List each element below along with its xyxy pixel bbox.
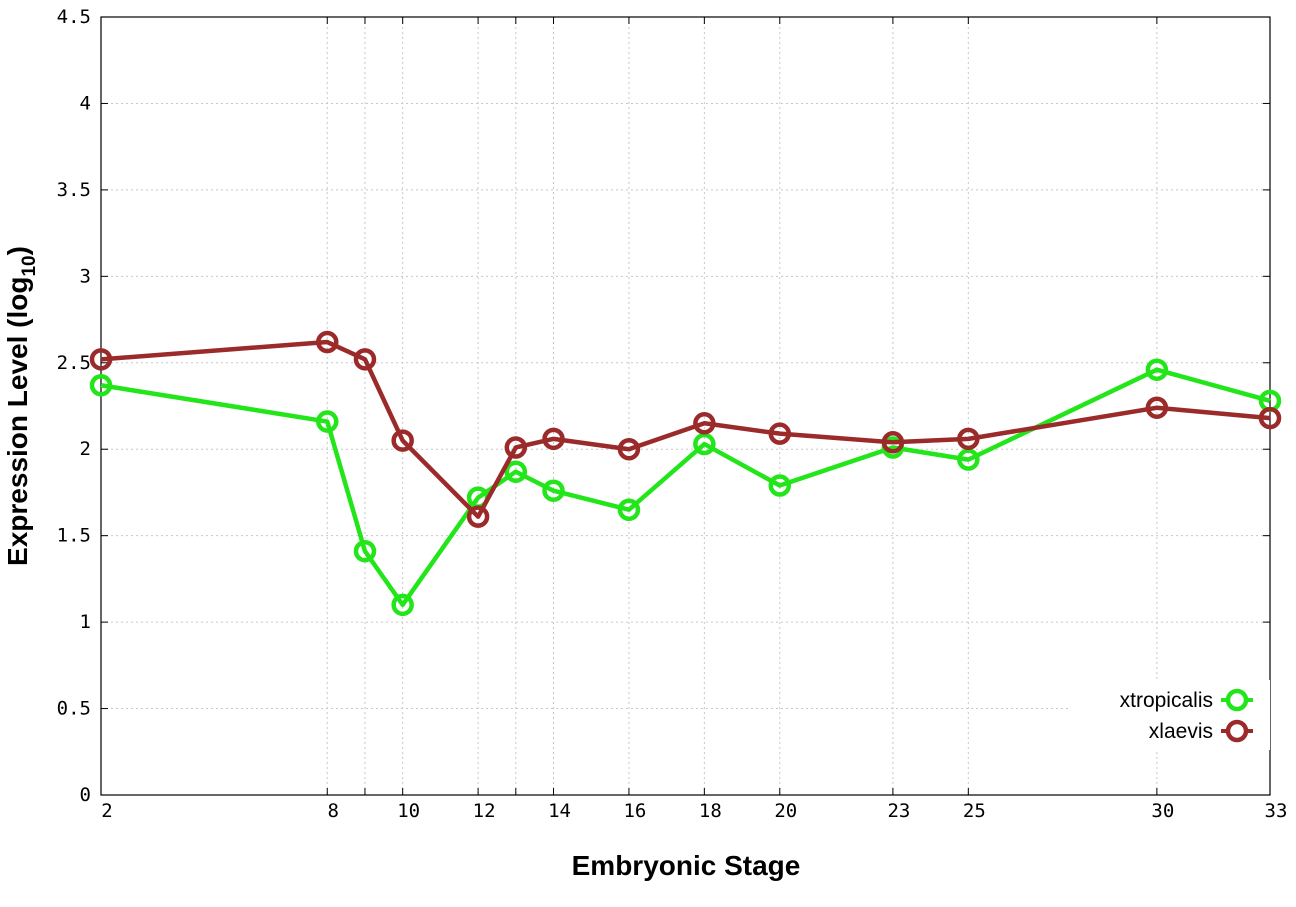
series-line-xtropicalis: [100, 367, 1271, 608]
legend-label-xlaevis: xlaevis: [1149, 720, 1213, 743]
series-line-xlaevis: [100, 339, 1271, 519]
y-axis-title: Expression Level (log10): [2, 246, 40, 566]
data-point-xtropicalis: [89, 374, 113, 397]
data-point-xtropicalis: [957, 448, 980, 471]
y-tick-label: 4: [80, 92, 91, 114]
x-tick-label: 20: [774, 800, 797, 822]
data-point-xlaevis: [504, 436, 528, 459]
data-point-xlaevis: [391, 429, 414, 452]
y-axis: 0 0.5 1 1.5 2 2.5 3 3.5 4 4.5: [57, 6, 1270, 806]
data-point-xlaevis: [881, 431, 905, 454]
x-tick-label: 23: [887, 800, 910, 822]
y-axis-title-main: Expression Level (log: [2, 277, 33, 566]
legend-marker-xlaevis: [1225, 719, 1249, 743]
data-point-xtropicalis: [768, 474, 792, 497]
x-tick-label: 33: [1265, 800, 1288, 822]
x-axis: 2 8 10 12 14 16 18 20 23 25 30 33: [100, 17, 1288, 822]
y-tick-label: 0: [80, 784, 91, 806]
data-point-xlaevis: [542, 427, 565, 451]
plot-frame: [100, 16, 1271, 796]
x-tick-label: 18: [699, 800, 722, 822]
data-point-xlaevis: [957, 427, 980, 451]
x-tick-label: 25: [963, 800, 986, 822]
x-tick-label: 30: [1151, 800, 1174, 822]
data-point-xlaevis: [693, 412, 716, 435]
x-tick-label: 16: [623, 800, 646, 822]
data-point-xtropicalis: [504, 460, 528, 483]
data-point-xlaevis: [768, 422, 792, 445]
data-point-xlaevis: [617, 437, 641, 461]
legend: xtropicalis xlaevis: [1070, 680, 1270, 750]
y-axis-title-subscript: 10: [19, 255, 40, 276]
x-tick-label: 10: [397, 800, 420, 822]
grid: [101, 17, 1270, 795]
y-tick-label: 1.5: [57, 525, 91, 547]
data-point-xlaevis: [89, 348, 113, 371]
series-xtropicalis: [89, 358, 1282, 617]
data-point-xtropicalis: [693, 432, 716, 456]
legend-label-xtropicalis: xtropicalis: [1120, 689, 1213, 712]
series-xlaevis: [89, 330, 1282, 528]
y-tick-label: 3.5: [57, 179, 91, 201]
data-point-xtropicalis: [617, 498, 641, 521]
data-point-xtropicalis: [542, 479, 565, 502]
data-point-xlaevis: [1258, 406, 1282, 430]
y-tick-label: 2: [80, 438, 91, 460]
data-point-xlaevis: [1145, 396, 1169, 419]
y-tick-label: 0.5: [57, 698, 91, 720]
series-group: [89, 330, 1282, 617]
x-tick-label: 8: [328, 800, 339, 822]
legend-marker-xtropicalis: [1225, 688, 1249, 712]
data-point-xlaevis: [316, 330, 339, 354]
data-point-xlaevis: [466, 505, 490, 528]
x-tick-label: 12: [473, 800, 496, 822]
x-tick-label: 14: [548, 800, 571, 822]
data-point-xlaevis: [353, 348, 377, 371]
y-tick-label: 1: [80, 611, 91, 633]
y-axis-title-close: ): [2, 246, 33, 255]
data-point-xtropicalis: [316, 410, 339, 433]
x-tick-label: 2: [101, 800, 112, 822]
x-axis-title: Embryonic Stage: [572, 850, 801, 881]
y-tick-label: 2.5: [57, 352, 91, 374]
data-point-xtropicalis: [1145, 358, 1169, 381]
y-tick-label: 4.5: [57, 6, 91, 28]
data-point-xtropicalis: [353, 539, 377, 563]
y-tick-label: 3: [80, 265, 91, 287]
data-point-xtropicalis: [391, 593, 414, 617]
